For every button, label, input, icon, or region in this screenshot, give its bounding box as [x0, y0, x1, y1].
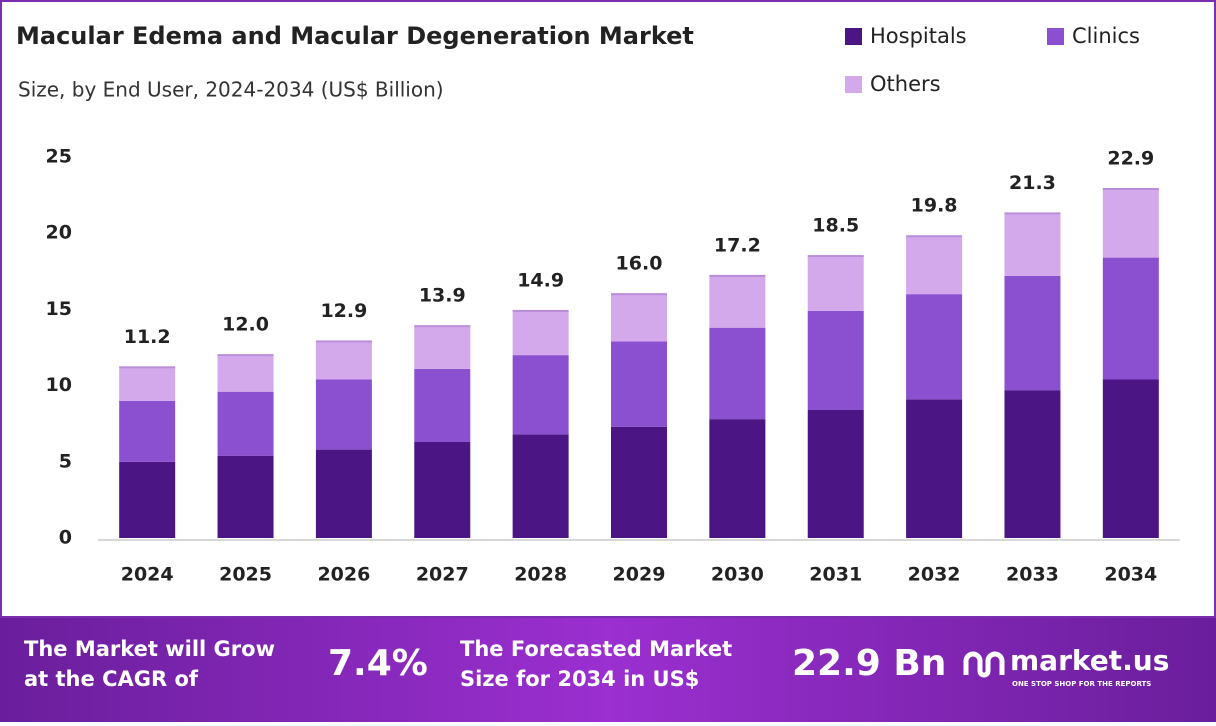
- bar-top-edge: [217, 354, 274, 357]
- bar-segment: [414, 441, 471, 538]
- total-label: 13.9: [419, 285, 466, 307]
- bar-top-edge: [807, 255, 864, 258]
- legend-swatch: [845, 76, 862, 93]
- brand-logo: [963, 651, 1005, 678]
- bar-top-edge: [1004, 212, 1061, 215]
- bar-top-edge: [315, 340, 372, 343]
- y-tick-label: 10: [46, 374, 72, 396]
- footer-value: 22.9 Bn: [792, 643, 946, 684]
- y-tick-label: 20: [46, 222, 72, 244]
- total-label: 21.3: [1009, 172, 1056, 194]
- bar-segment: [414, 368, 471, 442]
- bar-segment: [414, 326, 471, 369]
- bar-segment: [512, 310, 569, 356]
- x-tick-label: 2026: [317, 564, 370, 586]
- total-label: 12.0: [222, 314, 269, 336]
- bar-segment: [119, 461, 176, 538]
- x-tick-label: 2032: [908, 564, 961, 586]
- chart-title: Macular Edema and Macular Degeneration M…: [16, 22, 694, 50]
- x-tick-label: 2029: [613, 564, 666, 586]
- bar-segment: [217, 355, 274, 392]
- bar-segment: [1102, 257, 1159, 380]
- total-label: 12.9: [320, 300, 367, 322]
- bar-top-edge: [1102, 188, 1159, 191]
- bar-segment: [906, 236, 963, 295]
- x-tick-label: 2024: [121, 564, 174, 586]
- x-tick-label: 2034: [1104, 564, 1157, 586]
- x-tick-label: 2030: [711, 564, 764, 586]
- bar-segment: [906, 294, 963, 400]
- x-tick-label: 2027: [416, 564, 469, 586]
- legend-swatch: [845, 28, 862, 45]
- y-tick-label: 5: [59, 450, 72, 472]
- legend-swatch: [1047, 28, 1064, 45]
- bar-segment: [119, 400, 176, 462]
- bar-segment: [807, 409, 864, 538]
- footer-text: The Forecasted Market: [460, 637, 732, 661]
- bar-segment: [315, 341, 372, 380]
- footer-text: The Market will Grow: [24, 637, 275, 661]
- bar-segment: [709, 327, 766, 420]
- y-tick-label: 0: [59, 527, 72, 549]
- legend-label: Hospitals: [870, 24, 967, 48]
- bar-top-edge: [119, 366, 176, 369]
- x-tick-label: 2025: [219, 564, 272, 586]
- legend-label: Clinics: [1072, 24, 1140, 48]
- total-label: 16.0: [616, 253, 663, 275]
- bar-top-edge: [906, 235, 963, 238]
- bar-segment: [1102, 379, 1159, 538]
- bar-segment: [611, 294, 667, 342]
- bar-segment: [217, 391, 274, 456]
- bar-top-edge: [709, 274, 766, 277]
- y-tick-label: 15: [46, 298, 72, 320]
- legend-label: Others: [870, 72, 941, 96]
- bar-segment: [1004, 390, 1061, 538]
- bar-top-edge: [414, 325, 471, 328]
- bar-segment: [807, 310, 864, 410]
- x-tick-label: 2033: [1006, 564, 1059, 586]
- bar-segment: [1102, 189, 1159, 258]
- bar-top-edge: [611, 293, 667, 296]
- bar-segment: [906, 399, 963, 538]
- total-label: 17.2: [714, 234, 761, 256]
- footer-band: [0, 618, 1216, 722]
- bar-segment: [1004, 213, 1061, 276]
- tagline: ONE STOP SHOP FOR THE REPORTS: [1012, 680, 1151, 688]
- x-tick-label: 2028: [514, 564, 567, 586]
- bar-segment: [217, 455, 274, 538]
- bar-segment: [119, 367, 176, 401]
- bar-segment: [611, 426, 667, 538]
- bar-top-edge: [512, 309, 569, 312]
- bar-segment: [1004, 275, 1061, 391]
- bar-segment: [512, 355, 569, 435]
- brand: market.us: [1010, 644, 1169, 677]
- footer: The Market will Grow at the CAGR of 7.4%…: [24, 637, 1169, 691]
- bar-segment: [709, 419, 766, 538]
- bar-segment: [709, 275, 766, 328]
- y-tick-label: 25: [46, 146, 72, 168]
- footer-text: Size for 2034 in US$: [460, 667, 699, 691]
- bar-segment: [611, 341, 667, 427]
- bar-segment: [315, 379, 372, 450]
- total-label: 18.5: [812, 215, 859, 237]
- x-tick-label: 2031: [809, 564, 862, 586]
- bar-segment: [807, 256, 864, 311]
- total-label: 22.9: [1107, 148, 1154, 170]
- total-label: 14.9: [517, 269, 564, 291]
- total-label: 19.8: [911, 195, 958, 217]
- total-label: 11.2: [124, 326, 171, 348]
- bar-segment: [512, 434, 569, 538]
- chart-subtitle: Size, by End User, 2024-2034 (US$ Billio…: [18, 78, 444, 102]
- bar-segment: [315, 449, 372, 538]
- footer-value: 7.4%: [328, 643, 428, 684]
- footer-text: at the CAGR of: [24, 667, 199, 691]
